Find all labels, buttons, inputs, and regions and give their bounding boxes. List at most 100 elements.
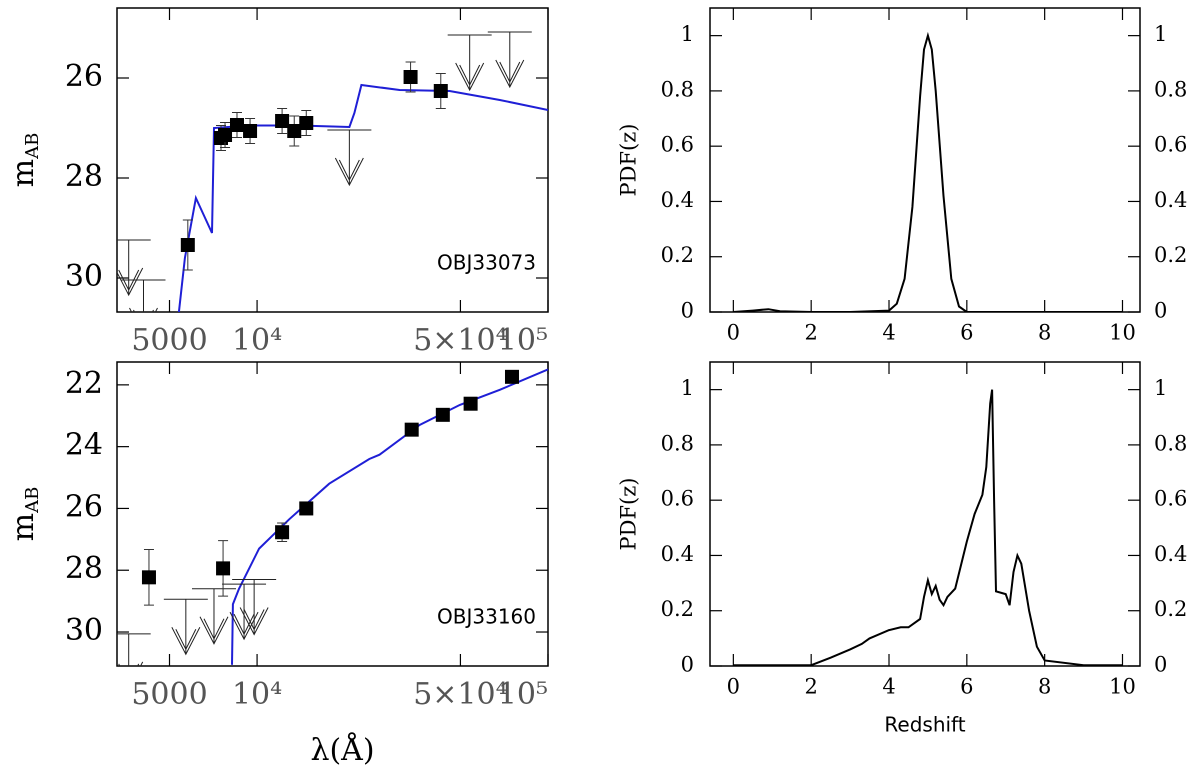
x-axis-label: Redshift [884,713,965,737]
photometry-point [275,114,290,128]
y2-tick-label: 0 [1154,299,1167,323]
y-tick-label: 1 [681,376,694,400]
x-tick-label: 5000 [131,677,207,712]
x-tick-label: 2 [804,675,817,699]
plot-area [733,31,1123,312]
y-tick-label: 0.4 [661,188,694,212]
y-tick-label: 30 [65,259,103,294]
upper-limit [163,598,208,656]
y-tick-label: 30 [65,613,103,648]
upper-limit [487,31,532,89]
photometry-point [463,396,478,411]
y-tick-label: 0.8 [661,431,694,455]
panel: 0 2 4 6 8 1000.20.40.60.8100.20.40.60.81PDF(z… [617,7,1187,345]
photometry-point [299,116,314,130]
x-tick-label: 6 [960,675,973,699]
plot-frame [116,361,549,667]
photometry-point [229,118,244,132]
y2-tick-label: 0.2 [1154,243,1187,267]
x-tick-label: 10 [1109,321,1136,345]
upper-limit [222,583,267,641]
upper-limit [191,588,236,645]
y-tick-label: 0 [681,653,694,677]
upper-limit [327,129,372,187]
y-axis-label: mAB [6,133,43,188]
y-tick-label: 26 [65,59,103,94]
y2-tick-label: 0.2 [1154,597,1187,621]
photometry-point [218,128,233,142]
photometry-point [275,525,290,540]
y2-tick-label: 0.8 [1154,431,1187,455]
photometry-point [180,238,195,252]
x-tick-label: 10⁴ [232,677,282,712]
y-axis-label: mAB [6,487,43,542]
panel: 0 2 4 6 8 1000.20.40.60.8100.20.40.60.81PDF(z… [617,361,1187,737]
photometry-point [433,84,448,98]
photometry-point [504,369,519,384]
y2-tick-label: 0 [1154,653,1167,677]
y-tick-label: 26 [65,489,103,524]
y-tick-label: 0.8 [661,77,694,101]
upper-limit [232,578,277,636]
x-tick-label: 5000 [131,323,207,358]
photometry-point [141,570,156,585]
y-axis-label: PDF(z) [617,478,641,551]
y-tick-label: 1 [681,22,694,46]
y-axis-label: PDF(z) [617,124,641,197]
y2-tick-label: 0.6 [1154,487,1187,511]
y2-tick-label: 1 [1154,376,1167,400]
upper-limit [117,633,151,666]
pdf-curve [733,389,1123,666]
y-axis-label-main: m [6,159,41,187]
upper-limit [117,239,151,297]
y-tick-label: 0 [681,299,694,323]
x-tick-label: 8 [1038,321,1051,345]
plot-frame [116,7,549,313]
x-axis-label: λ(Å) [310,732,374,768]
x-tick-label: 5×10⁴ [413,677,507,712]
x-tick-label: 6 [960,321,973,345]
plot-area [117,368,548,666]
x-tick-label: 2 [804,321,817,345]
y-tick-label: 24 [65,428,103,463]
x-tick-label: 10⁵ [498,323,548,358]
photometry-point [216,561,231,576]
x-tick-label: 10⁴ [232,323,282,358]
x-tick-label: 4 [882,321,895,345]
x-tick-label: 8 [1038,675,1051,699]
upper-limit [121,279,166,312]
y-axis-label-subscript: AB [22,133,43,160]
y2-tick-label: 0.4 [1154,542,1187,566]
x-tick-label: 10 [1109,675,1136,699]
plot-frame [709,7,1141,313]
y2-tick-label: 1 [1154,22,1167,46]
y-tick-label: 0.6 [661,133,694,157]
panel-label: OBJ33073 [437,251,536,275]
y-tick-label: 28 [65,551,103,586]
y-tick-label: 0.6 [661,487,694,511]
photometry-point [403,70,418,84]
photometry-point [287,124,302,138]
y-axis-label-subscript: AB [22,487,43,514]
x-tick-label: 0 [727,321,740,345]
plot-area [733,389,1123,666]
y2-tick-label: 0.4 [1154,188,1187,212]
plot-frame [709,361,1141,667]
photometry-point [299,501,314,516]
y-tick-label: 0.2 [661,243,694,267]
y-axis-label-main: m [6,513,41,541]
photometry-point [243,124,258,138]
photometry-point [404,422,419,437]
plot-area [117,31,548,312]
x-tick-label: 0 [727,675,740,699]
panel-label: OBJ33160 [437,605,536,629]
x-tick-label: 4 [882,675,895,699]
photometry-point [435,407,450,422]
y-tick-label: 28 [65,159,103,194]
y-tick-label: 0.4 [661,542,694,566]
pdf-curve [733,31,1123,312]
y-tick-label: 0.2 [661,597,694,621]
y2-tick-label: 0.8 [1154,77,1187,101]
